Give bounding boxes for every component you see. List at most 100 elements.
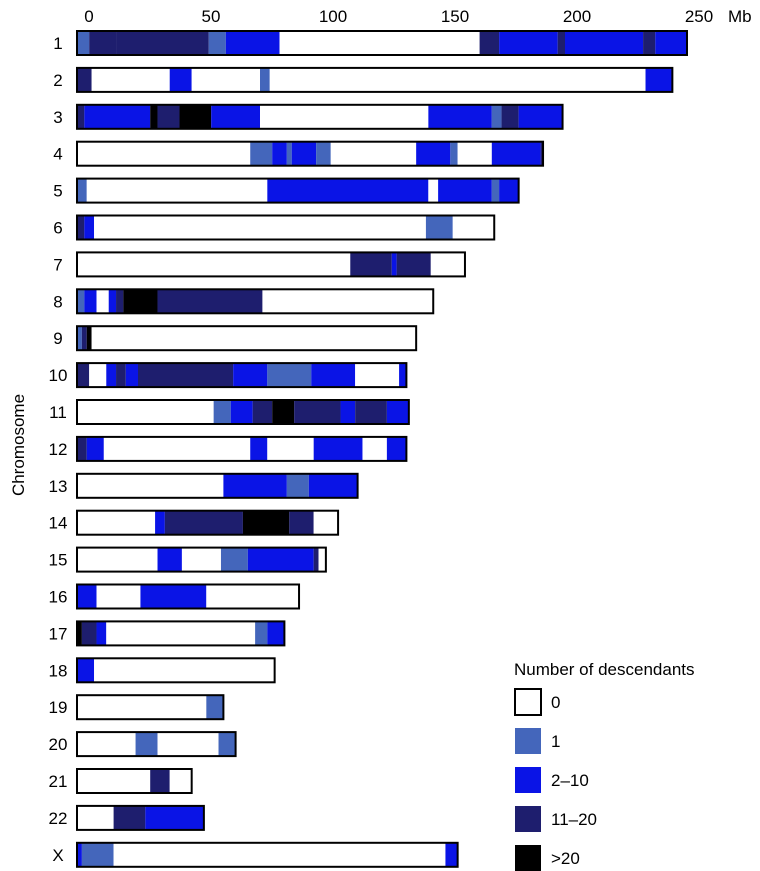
chromosome-outline <box>76 804 205 831</box>
chromosome-segment <box>96 621 107 646</box>
chromosome-segment <box>106 363 117 388</box>
chromosome-label: 17 <box>49 624 68 643</box>
legend-title: Number of descendants <box>514 660 695 679</box>
chromosome-segment <box>77 805 114 830</box>
chromosome-segment <box>491 141 541 166</box>
chromosome-outline <box>76 731 237 758</box>
chromosome-label: 14 <box>49 514 68 533</box>
chromosome-segment <box>94 658 275 683</box>
chromosome-segment <box>77 695 207 720</box>
chromosome-segment <box>457 141 492 166</box>
chromosome-segment <box>452 215 495 240</box>
chromosome-segment <box>77 436 87 461</box>
chromosome-row-10: 10 <box>49 362 408 389</box>
chromosome-segment <box>428 104 492 129</box>
chromosome-outline <box>76 177 520 204</box>
chromosome-segment <box>103 436 251 461</box>
chromosome-outline <box>76 214 496 241</box>
chromosome-segment <box>223 473 287 498</box>
chromosome-segment <box>169 67 192 92</box>
chromosome-label: 9 <box>53 329 62 348</box>
chromosome-outline <box>76 362 408 389</box>
chromosome-outline <box>76 509 340 536</box>
chromosome-row-19: 19 <box>49 694 225 721</box>
chromosome-segment <box>140 584 207 609</box>
chromosome-segment <box>294 400 341 424</box>
legend-label: 1 <box>551 732 560 751</box>
chromosome-segment <box>311 363 356 388</box>
chromosome-outline <box>76 288 435 315</box>
chromosome-segment <box>77 584 97 609</box>
chromosome-label: 10 <box>49 366 68 385</box>
chromosome-segment <box>157 732 219 757</box>
x-tick-label: 100 <box>319 7 347 26</box>
chromosome-outline <box>76 251 466 278</box>
chromosome-segment <box>77 141 251 166</box>
chromosome-segment <box>391 252 397 277</box>
chromosome-segment <box>89 31 117 55</box>
chromosome-segment <box>213 400 231 424</box>
chromosome-label: 12 <box>49 440 68 459</box>
legend-label: 0 <box>551 693 560 712</box>
chromosome-segment <box>191 67 260 92</box>
chromosome-segment <box>499 178 519 203</box>
chromosome-segment <box>430 252 465 277</box>
chromosome-row-15: 15 <box>49 546 327 573</box>
chromosome-segment <box>123 289 158 314</box>
chromosome-segment <box>81 326 87 351</box>
chromosome-outline <box>76 103 564 130</box>
chromosome-label: 8 <box>53 292 62 311</box>
chromosome-label: 16 <box>49 588 68 607</box>
chromosome-segment <box>116 363 126 388</box>
chromosome-segment <box>86 326 92 351</box>
chromosome-row-12: 12 <box>49 435 408 462</box>
chromosome-segment <box>269 67 646 92</box>
chromosome-segment <box>125 363 138 388</box>
chromosome-segment <box>272 141 287 166</box>
chromosome-segment <box>396 252 431 277</box>
chromosome-label: 4 <box>53 145 62 164</box>
chromosome-label: 13 <box>49 477 68 496</box>
chromosome-outline <box>76 546 327 573</box>
chromosome-segment <box>77 400 214 424</box>
chromosome-label: 21 <box>49 772 68 791</box>
chromosome-segment <box>157 289 263 314</box>
legend-swatch <box>515 728 541 754</box>
chromosome-segment <box>77 547 158 572</box>
chromosome-row-4: 4 <box>53 140 545 167</box>
chromosome-segment <box>145 805 204 830</box>
chromosome-segment <box>386 400 409 424</box>
chromosome-segment <box>318 547 326 572</box>
chromosome-segment <box>289 510 314 535</box>
chromosome-segment <box>242 510 290 535</box>
y-axis-label: Chromosome <box>9 394 28 496</box>
legend-swatch <box>515 767 541 793</box>
chromosome-row-7: 7 <box>53 251 466 278</box>
chromosome-segment <box>206 695 224 720</box>
chromosome-row-6: 6 <box>53 214 496 241</box>
chromosome-segment <box>157 547 182 572</box>
chromosome-segment <box>84 215 95 240</box>
chromosome-segment <box>355 363 400 388</box>
chromosome-segment <box>77 842 82 867</box>
legend: Number of descendants 0 1 2–10 11–20 >20 <box>514 660 695 871</box>
chromosome-row-16: 16 <box>49 583 301 610</box>
chromosome-segment <box>272 400 295 424</box>
chromosome-segment <box>260 67 270 92</box>
chromosome-row-3: 3 <box>53 103 564 130</box>
chromosome-segment <box>260 104 429 129</box>
chromosome-segment <box>230 400 253 424</box>
chromosome-segment <box>77 31 90 55</box>
chromosome-row-9: 9 <box>53 325 418 352</box>
chromosome-segment <box>108 289 117 314</box>
chromosome-outline <box>76 841 459 868</box>
chromosome-outline <box>76 140 545 167</box>
chromosome-row-8: 8 <box>53 288 435 315</box>
chromosome-segment <box>77 769 151 793</box>
legend-swatch <box>515 845 541 871</box>
chromosome-segment <box>540 141 544 166</box>
chromosome-segment <box>267 436 314 461</box>
chromosome-segment <box>96 289 109 314</box>
chromosome-segment <box>96 584 141 609</box>
chromosome-segment <box>116 289 124 314</box>
